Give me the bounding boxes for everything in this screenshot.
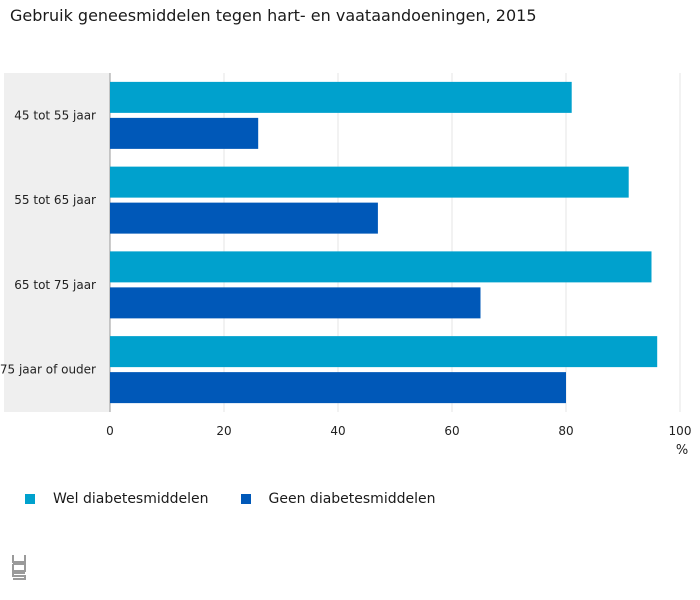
x-tick-label-0: 0 xyxy=(106,424,114,438)
category-label-3: 75 jaar of ouder xyxy=(0,363,96,377)
x-tick-label-20: 20 xyxy=(216,424,231,438)
legend-item-geen[interactable]: Geen diabetesmiddelen xyxy=(240,491,436,507)
category-label-0: 45 tot 55 jaar xyxy=(14,108,96,122)
bar-geen-1 xyxy=(110,202,378,234)
legend-item-wel[interactable]: Wel diabetesmiddelen xyxy=(25,491,209,507)
category-label-2: 65 tot 75 jaar xyxy=(14,278,96,292)
category-label-1: 55 tot 65 jaar xyxy=(14,193,96,207)
bar-geen-3 xyxy=(110,372,566,404)
bar-geen-2 xyxy=(110,287,481,319)
category-axis-band xyxy=(4,73,110,412)
legend-label-wel: Wel diabetesmiddelen xyxy=(53,491,209,507)
bar-wel-2 xyxy=(110,251,652,283)
legend-swatch-wel xyxy=(25,494,35,504)
legend-swatch-geen xyxy=(240,494,251,504)
x-tick-label-40: 40 xyxy=(330,424,345,438)
x-unit-label: % xyxy=(676,443,688,458)
x-tick-label-60: 60 xyxy=(444,424,459,438)
cbs-logo-icon xyxy=(12,555,26,580)
bar-wel-3 xyxy=(110,336,658,368)
bar-geen-0 xyxy=(110,117,259,149)
bar-wel-1 xyxy=(110,166,629,198)
bar-wel-0 xyxy=(110,81,572,113)
x-tick-label-100: 100 xyxy=(669,424,692,438)
legend: Wel diabetesmiddelen Geen diabetesmiddel… xyxy=(25,491,435,507)
legend-label-geen: Geen diabetesmiddelen xyxy=(268,491,436,507)
x-tick-label-80: 80 xyxy=(558,424,573,438)
chart-title: Gebruik geneesmiddelen tegen hart- en va… xyxy=(10,6,537,25)
